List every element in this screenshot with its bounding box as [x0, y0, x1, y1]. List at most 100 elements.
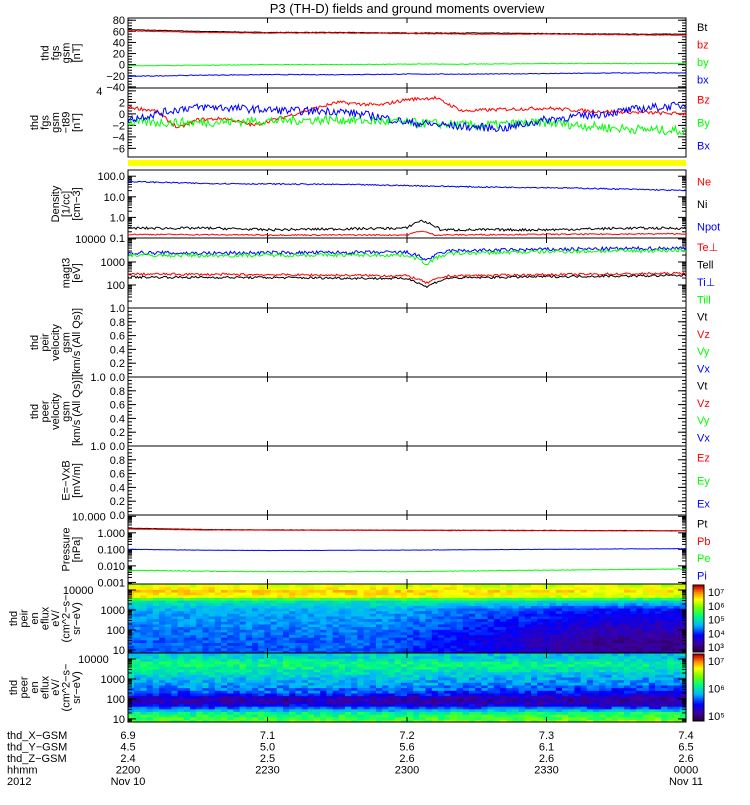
series-by-line [128, 63, 686, 66]
colorbar-label: 10⁶ [708, 601, 725, 613]
legend-Vz: Vz [697, 329, 710, 341]
y-tick-label: 1.0 [110, 212, 125, 224]
y-tick-label: 1.000 [97, 528, 125, 540]
y-tick-label: 0.2 [110, 358, 125, 370]
y-tick-label: 0.0 [110, 510, 125, 522]
y-tick-label: 0.0 [110, 441, 125, 453]
legend-Pi: Pi [697, 570, 707, 582]
legend-Te⊥: Te⊥ [697, 242, 718, 254]
y-axis-label: [mV/m] [71, 463, 83, 498]
y-tick-label: 10.000 [72, 511, 106, 523]
y-axis-label: [eV] [71, 263, 83, 283]
legend-Vt: Vt [697, 312, 707, 324]
data-quality-bar [128, 160, 686, 166]
legend-Tell: Tell [697, 259, 714, 271]
y-tick-label: 1.0 [90, 372, 105, 384]
series-Bx-line [128, 102, 686, 131]
legend-Pb: Pb [697, 536, 710, 548]
legend-Pe: Pe [697, 553, 710, 565]
y-tick-label: 0.4 [110, 413, 125, 425]
y-axis-label: sr−eV) [71, 602, 83, 635]
spectrogram-cells [128, 653, 687, 723]
y-tick-label: 0.6 [110, 331, 125, 343]
panel-frame [128, 88, 686, 157]
colorbar-label: 10⁵ [708, 615, 725, 627]
series-Ni-line [128, 220, 686, 231]
panel-frame [128, 18, 686, 88]
y-tick-label: 0.6 [110, 400, 125, 412]
y-axis-label: [cm−3] [71, 187, 83, 220]
legend-by: by [697, 57, 709, 69]
legend-Vz: Vz [697, 398, 710, 410]
spectrogram-cells [128, 584, 687, 654]
y-tick-label: 0.2 [110, 496, 125, 508]
y-tick-label: 0.1 [110, 233, 125, 245]
colorbar-label: 10³ [708, 642, 724, 654]
y-tick-label: 0.6 [110, 469, 125, 481]
plot-title: P3 (TH-D) fields and ground moments over… [270, 1, 545, 16]
legend-Ni: Ni [697, 199, 707, 211]
y-axis-label: [nT] [71, 44, 83, 63]
panel-frame [128, 377, 686, 446]
legend-Bz: Bz [697, 95, 710, 107]
legend-Ey: Ey [697, 476, 710, 488]
legend-Ez: Ez [697, 453, 710, 465]
legend-Bx: Bx [697, 141, 710, 153]
y-axis-label: [nPa] [71, 537, 83, 563]
y-axis-label: [km/s (All Qs)] [71, 377, 83, 446]
legend-Vx: Vx [697, 432, 710, 444]
y-axis-label: [nT] [71, 113, 83, 132]
panel-frame [128, 446, 686, 515]
legend-Vy: Vy [697, 415, 710, 427]
legend-Bt: Bt [697, 22, 707, 34]
y-axis-label: [km/s (All Qs)] [71, 308, 83, 377]
panel-frame [128, 308, 686, 377]
y-tick-label: 0.0 [110, 372, 125, 384]
legend-Vt: Vt [697, 381, 707, 393]
y-tick-label: 10000 [75, 234, 106, 246]
y-tick-label: 2 [119, 97, 125, 109]
y-tick-label: −6 [112, 143, 125, 155]
y-tick-label: 0.8 [110, 455, 125, 467]
legend-By: By [697, 118, 710, 130]
series-Pi-line [128, 549, 686, 551]
legend-bx: bx [697, 74, 709, 86]
y-tick-label: 0.001 [97, 577, 125, 589]
legend-Ex: Ex [697, 499, 710, 511]
y-tick-label: 0.2 [110, 427, 125, 439]
colorbar-label: 10⁴ [708, 628, 725, 640]
legend-Vx: Vx [697, 363, 710, 375]
y-tick-label: 4 [96, 86, 102, 98]
y-tick-label: 1.0 [110, 303, 125, 315]
y-tick-label: 0.4 [110, 344, 125, 356]
series-bx-line [128, 73, 686, 77]
series-Pe-line [128, 569, 686, 572]
y-tick-label: −40 [106, 82, 125, 94]
y-tick-label: 1.0 [90, 441, 105, 453]
y-tick-label: 100 [107, 280, 125, 292]
y-tick-label: 0.010 [97, 561, 125, 573]
legend-Ti⊥: Ti⊥ [697, 277, 715, 289]
y-tick-label: 0.100 [97, 544, 125, 556]
legend-bz: bz [697, 39, 709, 51]
y-tick-label: 100.0 [97, 171, 125, 183]
colorbar-label: 10⁷ [708, 587, 724, 599]
legend-Pt: Pt [697, 519, 707, 531]
colorbar [693, 585, 704, 653]
y-tick-label: 10.0 [104, 192, 125, 204]
y-tick-label: 1000 [101, 605, 125, 617]
y-tick-label: 0.8 [110, 386, 125, 398]
legend-Vy: Vy [697, 346, 710, 358]
y-tick-label: 0.4 [110, 482, 125, 494]
series-Npot-line [128, 181, 686, 191]
y-tick-label: 0.8 [110, 317, 125, 329]
legend-Npot: Npot [697, 222, 720, 234]
y-tick-label: −4 [112, 132, 125, 144]
y-tick-label: −2 [112, 120, 125, 132]
panel-frame [128, 238, 686, 308]
legend-Till: Till [697, 294, 711, 306]
y-tick-label: 0 [119, 109, 125, 121]
y-tick-label: 10 [113, 645, 125, 657]
legend-Ne: Ne [697, 176, 711, 188]
